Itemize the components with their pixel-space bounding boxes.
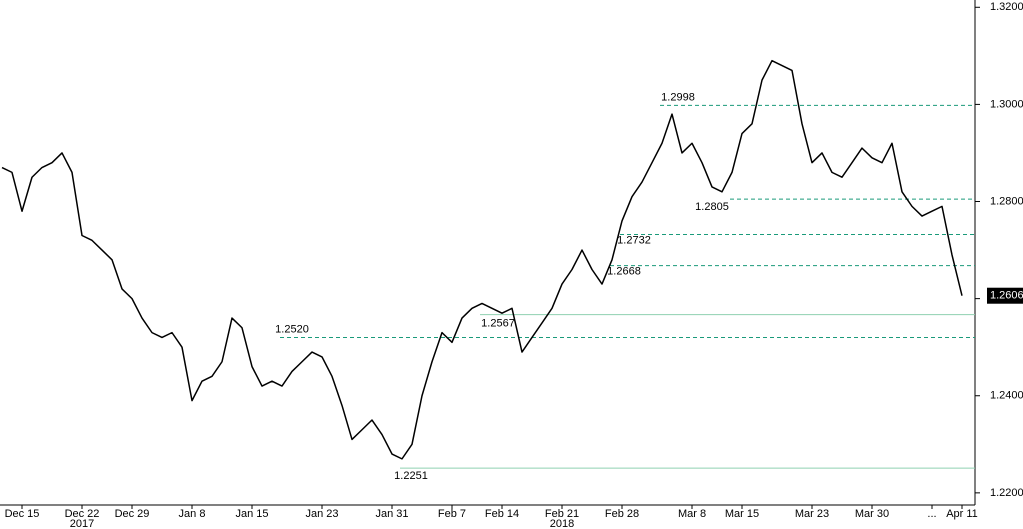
x-tick-label: Dec 15 [5, 508, 40, 520]
x-tick-label: Mar 23 [795, 508, 829, 520]
x-tick-label: Feb 28 [605, 508, 639, 520]
level-label: 1.2520 [275, 323, 309, 335]
last-price-label: 1.2606 [990, 290, 1023, 302]
last-price-box [987, 287, 1023, 304]
price-line [1, 59, 963, 460]
x-tick-label: Jan 23 [305, 508, 338, 520]
level-label: 1.2251 [394, 470, 428, 482]
x-tick-label: ... [927, 508, 936, 520]
year-label: 2017 [70, 518, 94, 529]
level-label: 1.2567 [481, 318, 515, 330]
x-tick-label: Feb 14 [485, 508, 519, 520]
x-tick-label: Jan 8 [179, 508, 206, 520]
x-tick-label: Feb 7 [438, 508, 466, 520]
x-tick-label: Feb 21 [545, 508, 579, 520]
x-tick-label: Jan 15 [235, 508, 268, 520]
y-tick-label: 1.2400 [990, 390, 1023, 402]
x-tick-label: Mar 8 [678, 508, 706, 520]
level-label: 1.2732 [617, 234, 651, 246]
x-tick-label: Dec 22 [65, 508, 100, 520]
x-tick-label: Mar 15 [725, 508, 759, 520]
level-label: 1.2998 [661, 91, 695, 103]
x-tick-label: Mar 30 [855, 508, 889, 520]
y-tick-label: 1.3000 [990, 98, 1023, 110]
year-label: 2018 [550, 518, 574, 529]
x-tick-label: Dec 29 [115, 508, 150, 520]
level-label: 1.2805 [695, 201, 729, 213]
x-tick-label: Apr 11 [946, 508, 978, 520]
y-tick-label: 1.3200 [990, 1, 1023, 13]
level-label: 1.2668 [607, 266, 641, 278]
y-tick-label: 1.2200 [990, 487, 1023, 499]
x-tick-label: Jan 31 [375, 508, 408, 520]
y-tick-label: 1.2800 [990, 195, 1023, 207]
